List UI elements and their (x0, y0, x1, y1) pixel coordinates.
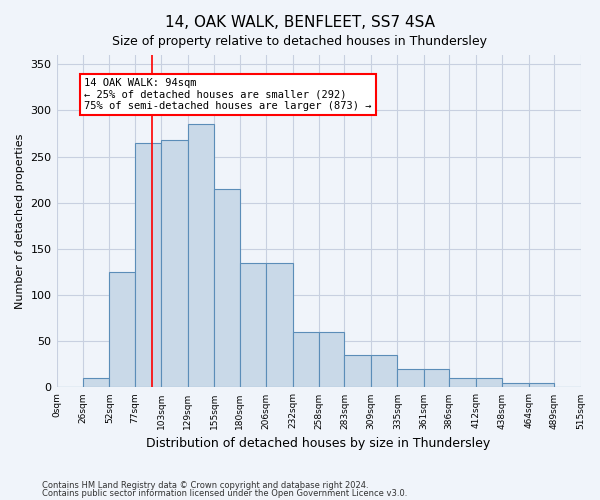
Bar (293, 332, 319, 388)
Bar (554, 386, 581, 388)
Y-axis label: Number of detached properties: Number of detached properties (15, 134, 25, 309)
Bar (502, 383, 529, 388)
Bar (476, 378, 502, 388)
Bar (109, 272, 135, 388)
Text: 14 OAK WALK: 94sqm
← 25% of detached houses are smaller (292)
75% of semi-detach: 14 OAK WALK: 94sqm ← 25% of detached hou… (84, 78, 371, 112)
Bar (319, 332, 344, 388)
Bar (161, 140, 188, 388)
Bar (424, 369, 449, 388)
Bar (188, 124, 214, 388)
Text: 14, OAK WALK, BENFLEET, SS7 4SA: 14, OAK WALK, BENFLEET, SS7 4SA (165, 15, 435, 30)
Bar (449, 378, 476, 388)
Bar (239, 263, 266, 388)
Bar (344, 355, 371, 388)
Text: Size of property relative to detached houses in Thundersley: Size of property relative to detached ho… (113, 35, 487, 48)
Bar (371, 355, 397, 388)
Bar (397, 369, 424, 388)
Bar (214, 189, 239, 388)
Bar (83, 378, 109, 388)
X-axis label: Distribution of detached houses by size in Thundersley: Distribution of detached houses by size … (146, 437, 491, 450)
Text: Contains public sector information licensed under the Open Government Licence v3: Contains public sector information licen… (42, 488, 407, 498)
Bar (529, 383, 554, 388)
Bar (266, 263, 293, 388)
Bar (135, 142, 161, 388)
Text: Contains HM Land Registry data © Crown copyright and database right 2024.: Contains HM Land Registry data © Crown c… (42, 481, 368, 490)
